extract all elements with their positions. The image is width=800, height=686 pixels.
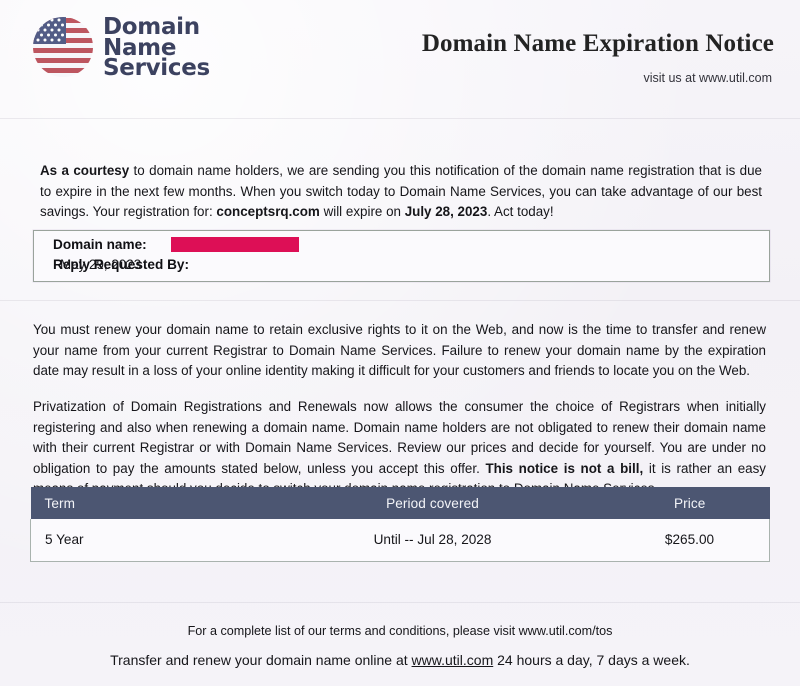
domain-summary-box: Domain name: Reply Requested By: May 29,… [33, 230, 770, 282]
brand-wordmark: Domain Name Services [103, 16, 210, 79]
scan-fold-line [0, 118, 800, 119]
footer-website-link[interactable]: www.util.com [411, 652, 494, 668]
column-header-price: Price [610, 487, 770, 519]
column-header-term: Term [30, 487, 255, 519]
intro-expiration-date: July 28, 2023 [404, 204, 488, 220]
brand-line-domain: Domain [103, 14, 200, 40]
header-website-note: visit us at www.util.com [643, 71, 772, 85]
intro-paragraph: As a courtesy to domain name holders, we… [40, 161, 762, 223]
footer-transfer-prefix: Transfer and renew your domain name onli… [110, 652, 412, 668]
intro-text-3: . Act today! [487, 204, 554, 220]
usa-flag-circle-icon [32, 16, 94, 78]
domain-name-label: Domain name: [53, 237, 147, 252]
renew-paragraph: You must renew your domain name to retai… [33, 322, 766, 379]
domain-name-redaction-bar [171, 237, 299, 252]
reply-requested-date: May 29, 2023 [60, 257, 142, 272]
footer-transfer-line: Transfer and renew your domain name onli… [0, 652, 800, 668]
document-header: Domain Name Services Domain Name Expirat… [32, 14, 776, 90]
brand-logo: Domain Name Services [32, 16, 210, 79]
price-table: Term Period covered Price 5 Year Until -… [30, 487, 770, 562]
intro-text-1: to domain name holders, we are sending y… [40, 163, 763, 220]
scan-fold-line [0, 300, 800, 301]
price-table-header: Term Period covered Price [30, 487, 770, 519]
privatization-paragraph: Privatization of Domain Registrations an… [33, 397, 766, 500]
intro-bold-lead: As a courtesy [40, 163, 130, 179]
brand-line-name: Name [103, 34, 177, 61]
table-header-row: Term Period covered Price [30, 487, 770, 519]
cell-period: Until -- Jul 28, 2028 [255, 519, 610, 562]
brand-line-services: Services [103, 55, 210, 81]
reply-requested-row: Reply Requested By: May 29, 2023 [53, 257, 189, 272]
intro-domain-name: conceptsrq.com [216, 204, 320, 220]
price-table-body: 5 Year Until -- Jul 28, 2028 $265.00 [30, 519, 770, 562]
cell-price: $265.00 [610, 519, 770, 562]
domain-name-row: Domain name: [53, 237, 299, 252]
privatization-bold-notice: This notice is not a bill, [485, 460, 644, 476]
table-row: 5 Year Until -- Jul 28, 2028 $265.00 [30, 519, 770, 562]
usa-flag-svg [33, 17, 93, 78]
scan-fold-line [0, 602, 800, 603]
footer-terms-line: For a complete list of our terms and con… [187, 624, 613, 638]
page-title: Domain Name Expiration Notice [421, 30, 774, 57]
footer-transfer-suffix: 24 hours a day, 7 days a week. [493, 652, 690, 668]
intro-text-2: will expire on [319, 204, 405, 220]
column-header-period: Period covered [255, 487, 610, 519]
privatization-text-1: Privatization of Domain Registrations an… [33, 399, 766, 476]
cell-term: 5 Year [30, 519, 255, 562]
